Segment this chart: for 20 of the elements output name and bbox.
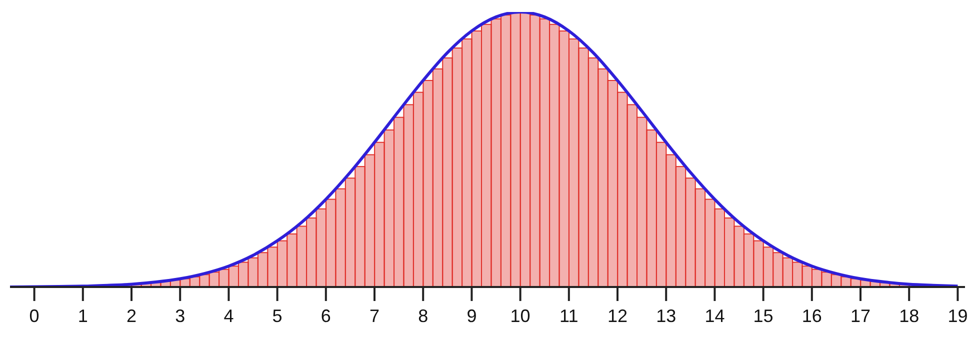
x-tick-label: 6 bbox=[320, 306, 331, 326]
x-tick-label: 9 bbox=[466, 306, 477, 326]
x-tick-label: 14 bbox=[704, 306, 725, 326]
x-tick-label: 5 bbox=[272, 306, 282, 326]
x-tick-label: 18 bbox=[899, 306, 920, 326]
x-tick-label: 4 bbox=[224, 306, 234, 326]
x-tick-label: 3 bbox=[175, 306, 186, 326]
x-tick-label: 8 bbox=[418, 306, 428, 326]
x-tick-label: 15 bbox=[753, 306, 774, 326]
x-tick-label: 13 bbox=[656, 306, 676, 326]
x-tick-label: 17 bbox=[850, 306, 871, 326]
x-tick-label: 1 bbox=[78, 306, 88, 326]
x-tick-label: 0 bbox=[29, 306, 40, 326]
x-tick-label: 12 bbox=[607, 306, 628, 326]
x-tick-label: 2 bbox=[126, 306, 137, 326]
x-tick-label: 11 bbox=[560, 306, 578, 326]
x-tick-label: 16 bbox=[802, 306, 822, 326]
x-tick-label: 10 bbox=[510, 306, 530, 326]
x-tick-label: 7 bbox=[369, 306, 380, 326]
x-tick-label: 19 bbox=[948, 306, 968, 326]
